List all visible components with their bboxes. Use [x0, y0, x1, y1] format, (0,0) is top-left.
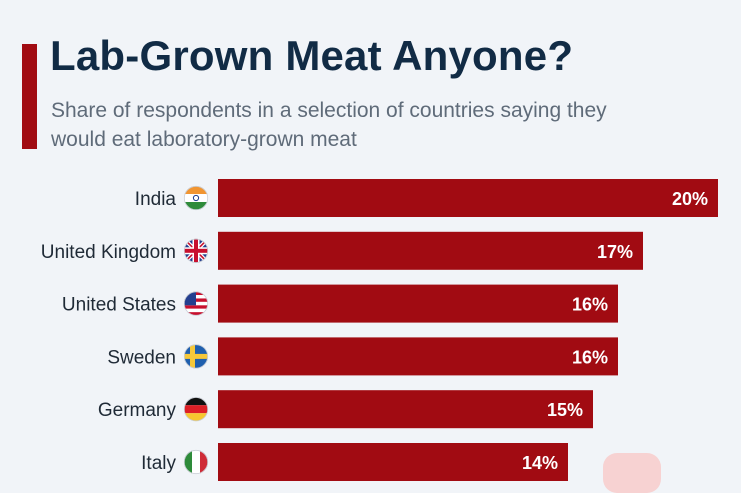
category-label: United States [62, 295, 176, 316]
bar [218, 390, 593, 429]
bar-row: Germany 15% [98, 390, 593, 429]
bar [218, 443, 568, 481]
india-flag-icon [183, 185, 209, 211]
sweden-flag-icon [183, 344, 209, 369]
bar [218, 179, 718, 217]
germany-flag-icon [183, 397, 209, 422]
category-label: United Kingdom [41, 242, 176, 263]
bar [218, 284, 618, 323]
united-kingdom-flag-icon [183, 238, 209, 263]
bar-row: Sweden 16% [107, 337, 618, 376]
value-label: 17% [597, 242, 633, 262]
chart-title: Lab-Grown Meat Anyone? [50, 32, 574, 79]
decorative-shape [603, 453, 661, 493]
category-label: Germany [98, 400, 177, 421]
italy-flag-icon [183, 449, 209, 475]
chart-subtitle: Share of respondents in a selection of c… [51, 99, 607, 151]
bar-row: United Kingdom 17% [41, 231, 643, 270]
bar [218, 337, 618, 376]
value-label: 16% [572, 347, 608, 367]
category-label: Italy [141, 453, 176, 474]
accent-bar [22, 44, 37, 149]
value-label: 14% [522, 453, 558, 473]
value-label: 20% [672, 189, 708, 209]
bar-row: United States 16% [62, 284, 618, 323]
value-label: 16% [572, 295, 608, 315]
united-states-flag-icon [183, 291, 209, 316]
category-label: India [135, 189, 177, 210]
bar [218, 231, 643, 270]
category-label: Sweden [107, 347, 176, 368]
bar-row: India 20% [135, 179, 718, 217]
bar-row: Italy 14% [141, 443, 568, 481]
value-label: 15% [547, 400, 583, 420]
